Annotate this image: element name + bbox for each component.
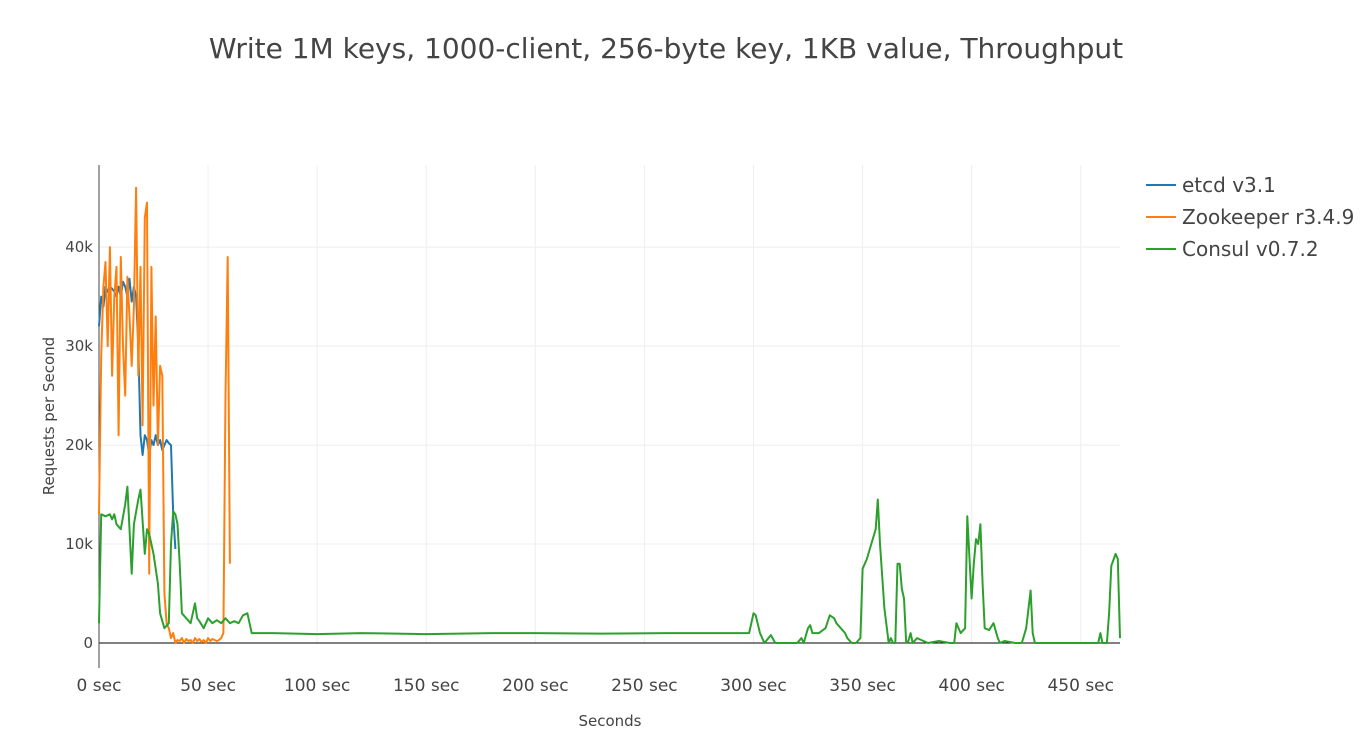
series-line	[98, 485, 1121, 644]
y-tick-label: 40k	[65, 238, 93, 256]
x-tick-label: 200 sec	[502, 676, 569, 696]
x-tick-label: 100 sec	[284, 676, 351, 696]
y-tick-label: 30k	[65, 337, 93, 355]
x-tick-label: 150 sec	[393, 676, 460, 696]
x-tick-label: 450 sec	[1047, 676, 1114, 696]
legend-label: etcd v3.1	[1182, 173, 1276, 197]
x-tick-label: 400 sec	[938, 676, 1005, 696]
series-line	[98, 186, 231, 644]
x-tick-label: 50 sec	[180, 676, 236, 696]
y-tick-label: 20k	[65, 436, 93, 454]
y-tick-label: 10k	[65, 535, 93, 553]
chart-title: Write 1M keys, 1000-client, 256-byte key…	[209, 32, 1123, 65]
x-axis-label: Seconds	[578, 712, 641, 730]
legend-label: Consul v0.7.2	[1182, 237, 1319, 261]
y-tick-label: 0	[83, 634, 93, 652]
y-axis-label: Requests per Second	[40, 337, 58, 495]
x-tick-label: 350 sec	[829, 676, 896, 696]
x-tick-label: 0 sec	[77, 676, 122, 696]
x-tick-label: 300 sec	[720, 676, 787, 696]
x-tick-label: 250 sec	[611, 676, 678, 696]
legend-label: Zookeeper r3.4.9	[1182, 205, 1354, 229]
